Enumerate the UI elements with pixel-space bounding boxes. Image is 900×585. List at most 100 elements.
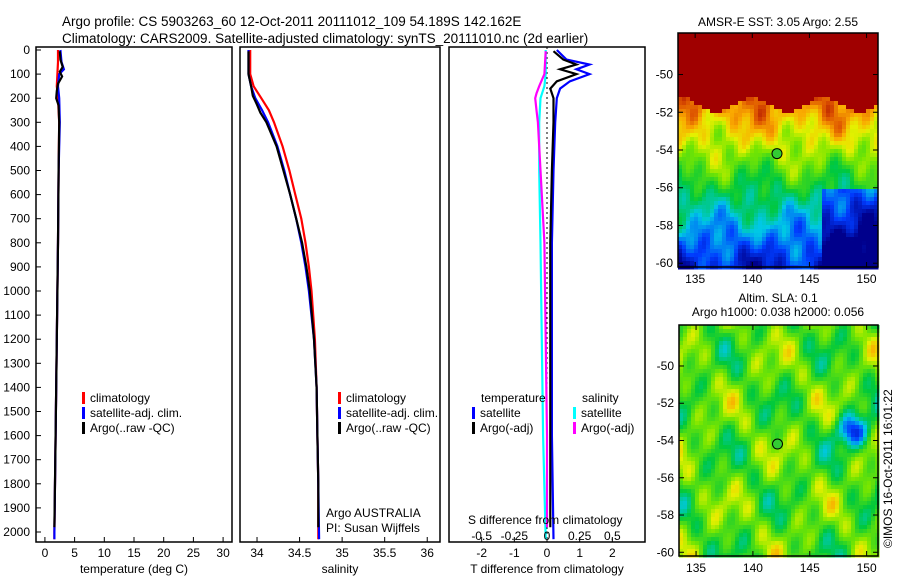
x-tick-label: 30 bbox=[216, 546, 230, 560]
legend-header-temperature: temperature bbox=[481, 391, 546, 405]
y-tick-label: 1700 bbox=[3, 453, 30, 467]
y-tick-label: 900 bbox=[10, 260, 30, 274]
annotation-pi: PI: Susan Wijffels bbox=[326, 521, 420, 535]
annotation-float: Argo AUSTRALIA bbox=[326, 506, 421, 520]
y-tick-label: 1400 bbox=[3, 380, 30, 394]
legend-swatch bbox=[82, 407, 85, 419]
lat-tick-label: -54 bbox=[656, 143, 674, 157]
y-tick-label: 1200 bbox=[3, 332, 30, 346]
lat-tick-label: -52 bbox=[656, 105, 674, 119]
lon-tick-label: 140 bbox=[743, 561, 763, 575]
legend-label: satellite bbox=[581, 406, 622, 420]
s-tick-label: -0.25 bbox=[501, 529, 529, 543]
legend-label: satellite-adj. clim. bbox=[90, 406, 182, 420]
legend-swatch bbox=[338, 422, 341, 434]
y-tick-label: 800 bbox=[10, 236, 30, 250]
legend-header-salinity: salinity bbox=[582, 391, 619, 405]
legend-label: Argo(..raw -QC) bbox=[346, 421, 431, 435]
lat-tick-label: -60 bbox=[657, 545, 675, 559]
y-tick-label: 0 bbox=[23, 43, 30, 57]
legend-label: Argo(..raw -QC) bbox=[90, 421, 175, 435]
series-line-climatology bbox=[250, 50, 318, 539]
lon-tick-label: 140 bbox=[742, 272, 762, 286]
s-axis-label: S difference from climatology bbox=[468, 513, 623, 527]
y-tick-label: 1800 bbox=[3, 477, 30, 491]
legend-label: Argo(-adj) bbox=[581, 421, 634, 435]
argo-location-marker bbox=[772, 149, 782, 159]
sst-map-panel: AMSR-E SST: 3.05 Argo: 2.55 135 140 145 150 -… bbox=[656, 15, 879, 286]
figure-title-line2: Climatology: CARS2009. Satellite-adjuste… bbox=[62, 31, 588, 46]
legend-swatch bbox=[82, 392, 85, 404]
y-tick-label: 600 bbox=[10, 188, 30, 202]
y-tick-label: 1900 bbox=[3, 501, 30, 515]
difference-panel: -2 -1 0 1 2 T difference from climatology temp… bbox=[449, 47, 645, 576]
lon-tick-label: 150 bbox=[857, 561, 877, 575]
figure-title-line1: Argo profile: CS 5903263_60 12-Oct-2011 … bbox=[62, 14, 521, 29]
y-tick-label: 2000 bbox=[3, 525, 30, 539]
x-tick-label: -1 bbox=[509, 546, 520, 560]
x-axis-label: T difference from climatology bbox=[470, 562, 624, 576]
argo-location-marker bbox=[772, 439, 782, 449]
x-tick-label: 35 bbox=[335, 546, 349, 560]
series-line-argo-raw-qc- bbox=[54, 51, 62, 527]
lat-tick-label: -50 bbox=[657, 359, 675, 373]
plot-frame bbox=[240, 47, 440, 542]
y-tick-label: 1500 bbox=[3, 405, 30, 419]
s-tick-label: -0.5 bbox=[471, 529, 492, 543]
y-tick-label: 500 bbox=[10, 164, 30, 178]
y-tick-label: 300 bbox=[10, 115, 30, 129]
imos-credit: ©IMOS 16-Oct-2011 16:01:22 bbox=[881, 389, 895, 548]
y-tick-label: 1100 bbox=[4, 308, 30, 322]
sla-map-title-line1: Altim. SLA: 0.1 bbox=[738, 291, 818, 305]
y-tick-label: 200 bbox=[10, 91, 30, 105]
x-tick-label: 2 bbox=[609, 546, 616, 560]
legend-label: satellite bbox=[480, 406, 521, 420]
legend-label: climatology bbox=[90, 391, 150, 405]
lat-tick-label: -58 bbox=[657, 508, 675, 522]
lon-tick-label: 145 bbox=[800, 561, 820, 575]
y-tick-label: 400 bbox=[10, 139, 30, 153]
x-tick-label: 1 bbox=[576, 546, 583, 560]
sst-map-title: AMSR-E SST: 3.05 Argo: 2.55 bbox=[698, 15, 858, 29]
lon-tick-label: 150 bbox=[857, 272, 877, 286]
legend-swatch bbox=[472, 407, 475, 419]
sla-map-title-line2: Argo h1000: 0.038 h2000: 0.056 bbox=[692, 305, 864, 319]
legend-label: Argo(-adj) bbox=[480, 421, 533, 435]
s-tick-label: 0 bbox=[544, 529, 551, 543]
x-tick-label: 10 bbox=[98, 546, 112, 560]
y-tick-label: 1600 bbox=[3, 429, 30, 443]
x-tick-label: 0 bbox=[544, 546, 551, 560]
legend-swatch bbox=[472, 422, 475, 434]
lat-tick-label: -60 bbox=[656, 256, 674, 270]
lat-tick-label: -50 bbox=[656, 68, 674, 82]
legend-swatch bbox=[573, 422, 576, 434]
lat-tick-label: -58 bbox=[656, 218, 674, 232]
series-line-satellite-adj-clim- bbox=[249, 50, 320, 539]
legend-swatch bbox=[338, 392, 341, 404]
y-tick-label: 700 bbox=[10, 212, 30, 226]
x-tick-label: 0 bbox=[42, 546, 49, 560]
s-tick-label: 0.25 bbox=[568, 529, 592, 543]
y-tick-label: 1300 bbox=[3, 356, 30, 370]
y-tick-label: 100 bbox=[10, 67, 30, 81]
x-tick-label: -2 bbox=[476, 546, 487, 560]
series-line-t-satellite bbox=[552, 50, 590, 539]
legend-swatch bbox=[338, 407, 341, 419]
x-tick-label: 34.5 bbox=[288, 546, 312, 560]
lat-tick-label: -56 bbox=[656, 181, 674, 195]
x-tick-label: 20 bbox=[157, 546, 171, 560]
lat-tick-label: -56 bbox=[657, 471, 675, 485]
lon-tick-label: 145 bbox=[799, 272, 819, 286]
y-tick-label: 1000 bbox=[3, 284, 30, 298]
x-axis-label: temperature (deg C) bbox=[80, 562, 188, 576]
plot-frame bbox=[36, 47, 232, 542]
x-axis-label: salinity bbox=[322, 562, 359, 576]
x-tick-label: 25 bbox=[187, 546, 201, 560]
legend-swatch bbox=[82, 422, 85, 434]
legend-label: satellite-adj. clim. bbox=[346, 406, 438, 420]
lon-tick-label: 135 bbox=[685, 272, 705, 286]
lat-tick-label: -52 bbox=[657, 396, 675, 410]
